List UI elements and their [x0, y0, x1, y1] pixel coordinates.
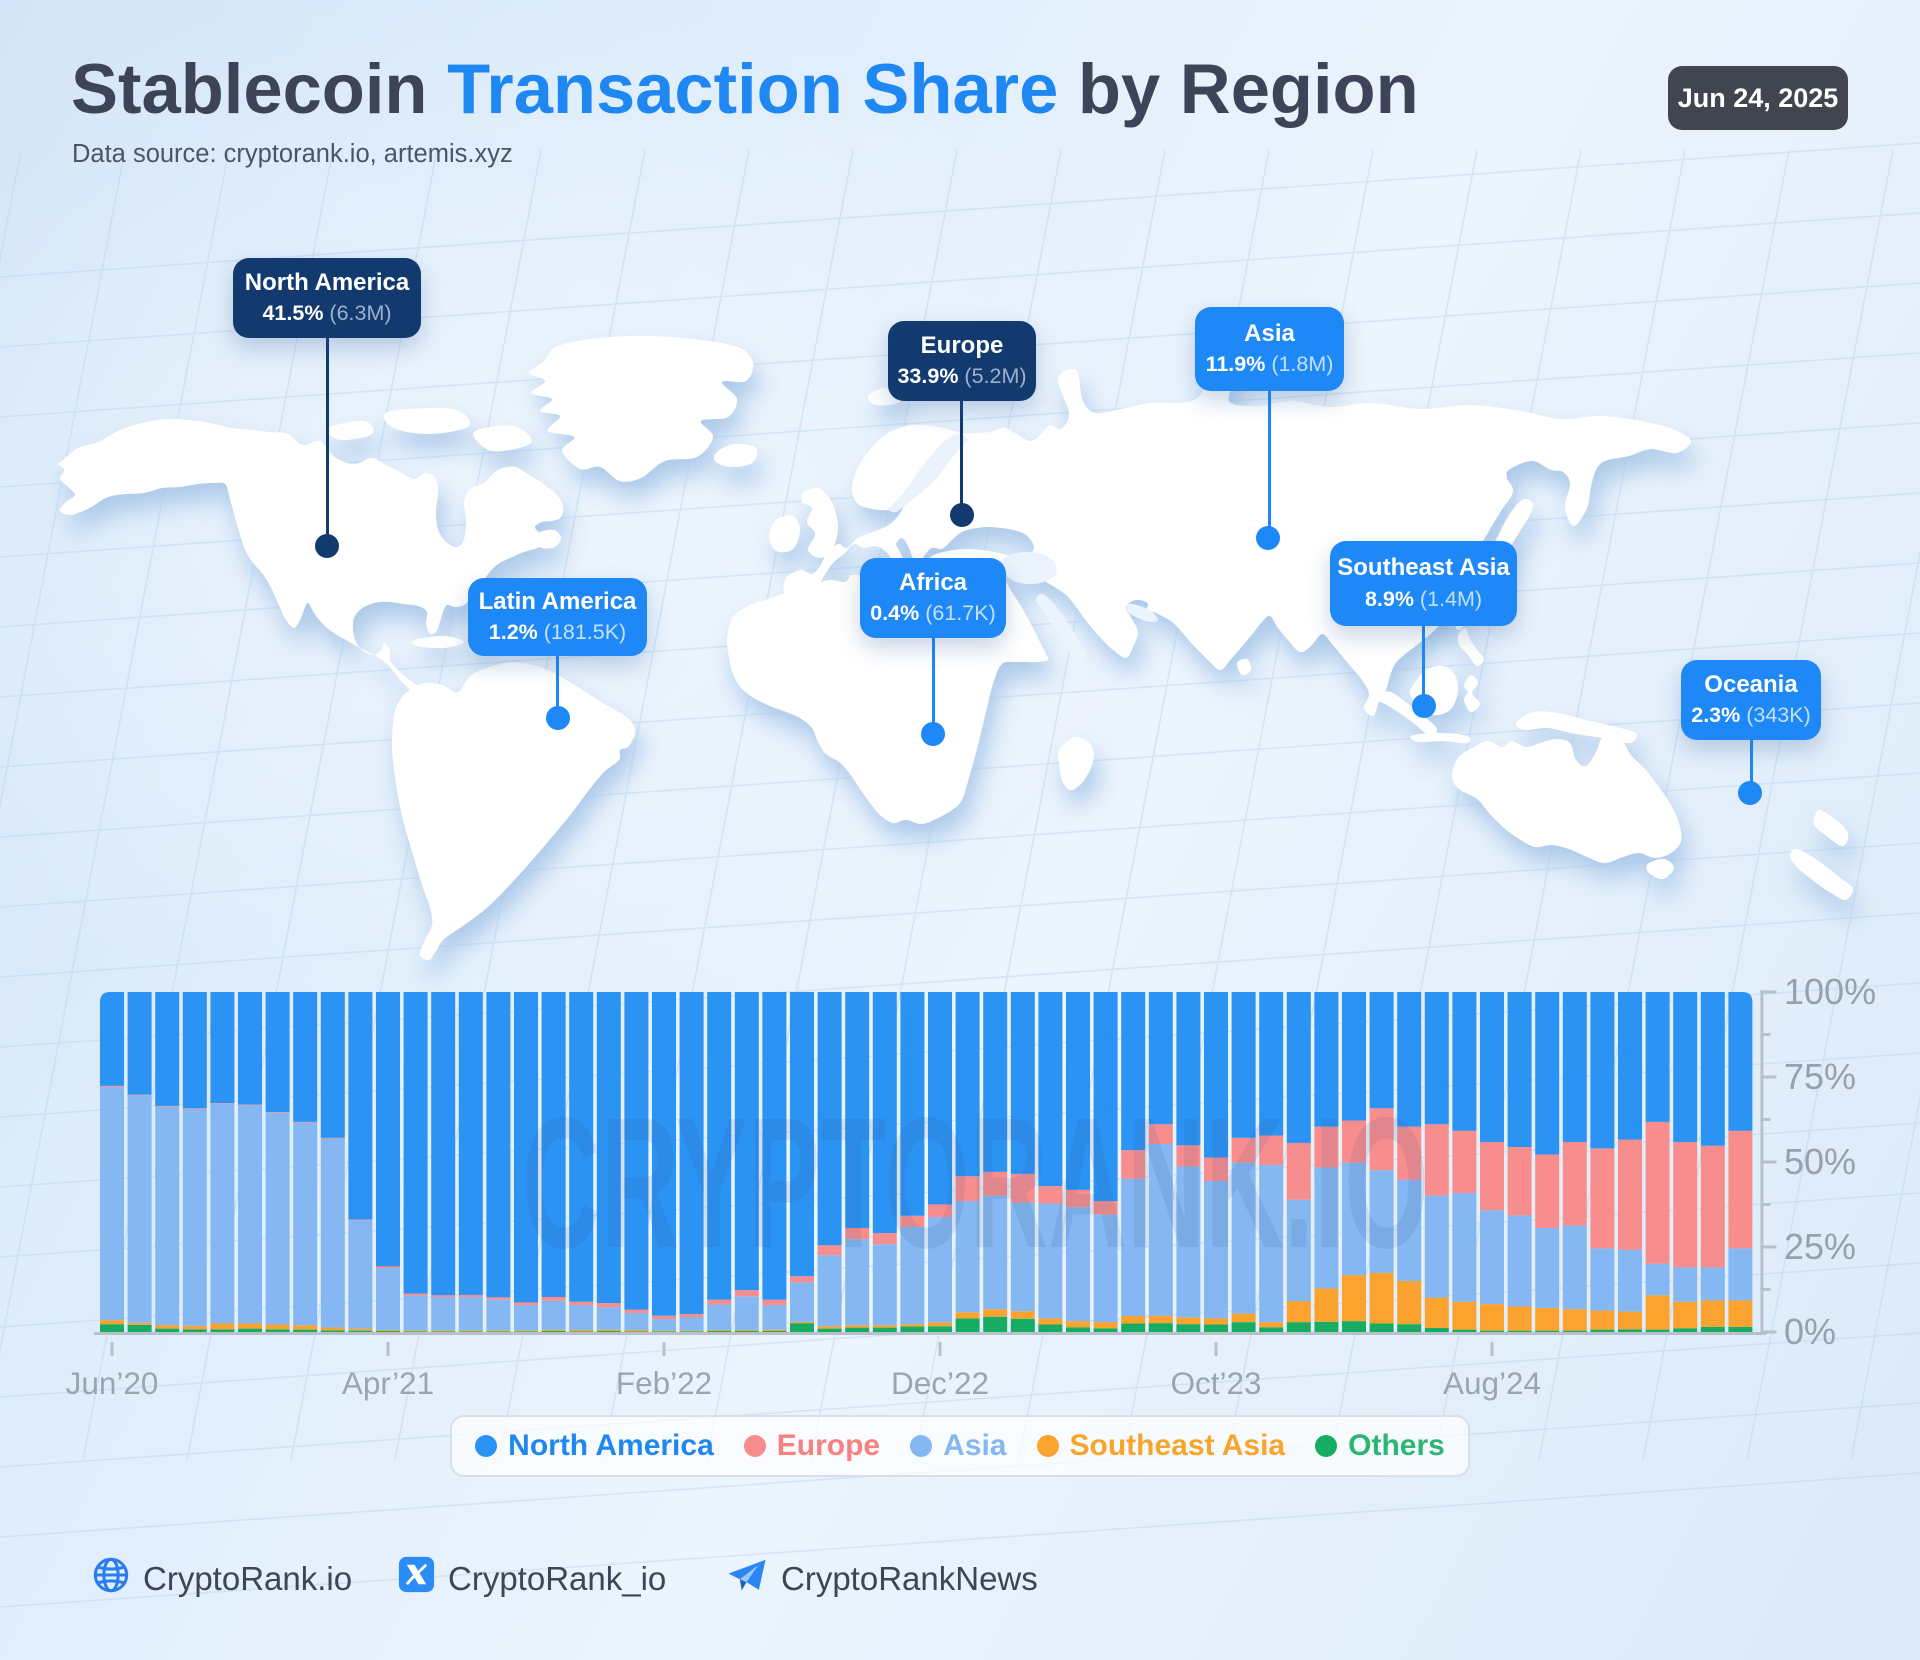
svg-text:Oct’23: Oct’23: [1170, 1365, 1261, 1401]
svg-text:Apr’21: Apr’21: [342, 1365, 434, 1401]
svg-text:Jun’20: Jun’20: [66, 1365, 159, 1401]
svg-text:CRYPTORANK.IO: CRYPTORANK.IO: [522, 1080, 1429, 1287]
svg-text:100%: 100%: [1784, 971, 1876, 1012]
svg-text:Dec’22: Dec’22: [891, 1365, 989, 1401]
svg-text:75%: 75%: [1784, 1056, 1856, 1097]
svg-text:Aug’24: Aug’24: [1443, 1365, 1541, 1401]
svg-text:0%: 0%: [1784, 1311, 1836, 1352]
svg-text:50%: 50%: [1784, 1141, 1856, 1182]
svg-text:Feb’22: Feb’22: [616, 1365, 712, 1401]
svg-text:25%: 25%: [1784, 1226, 1856, 1267]
